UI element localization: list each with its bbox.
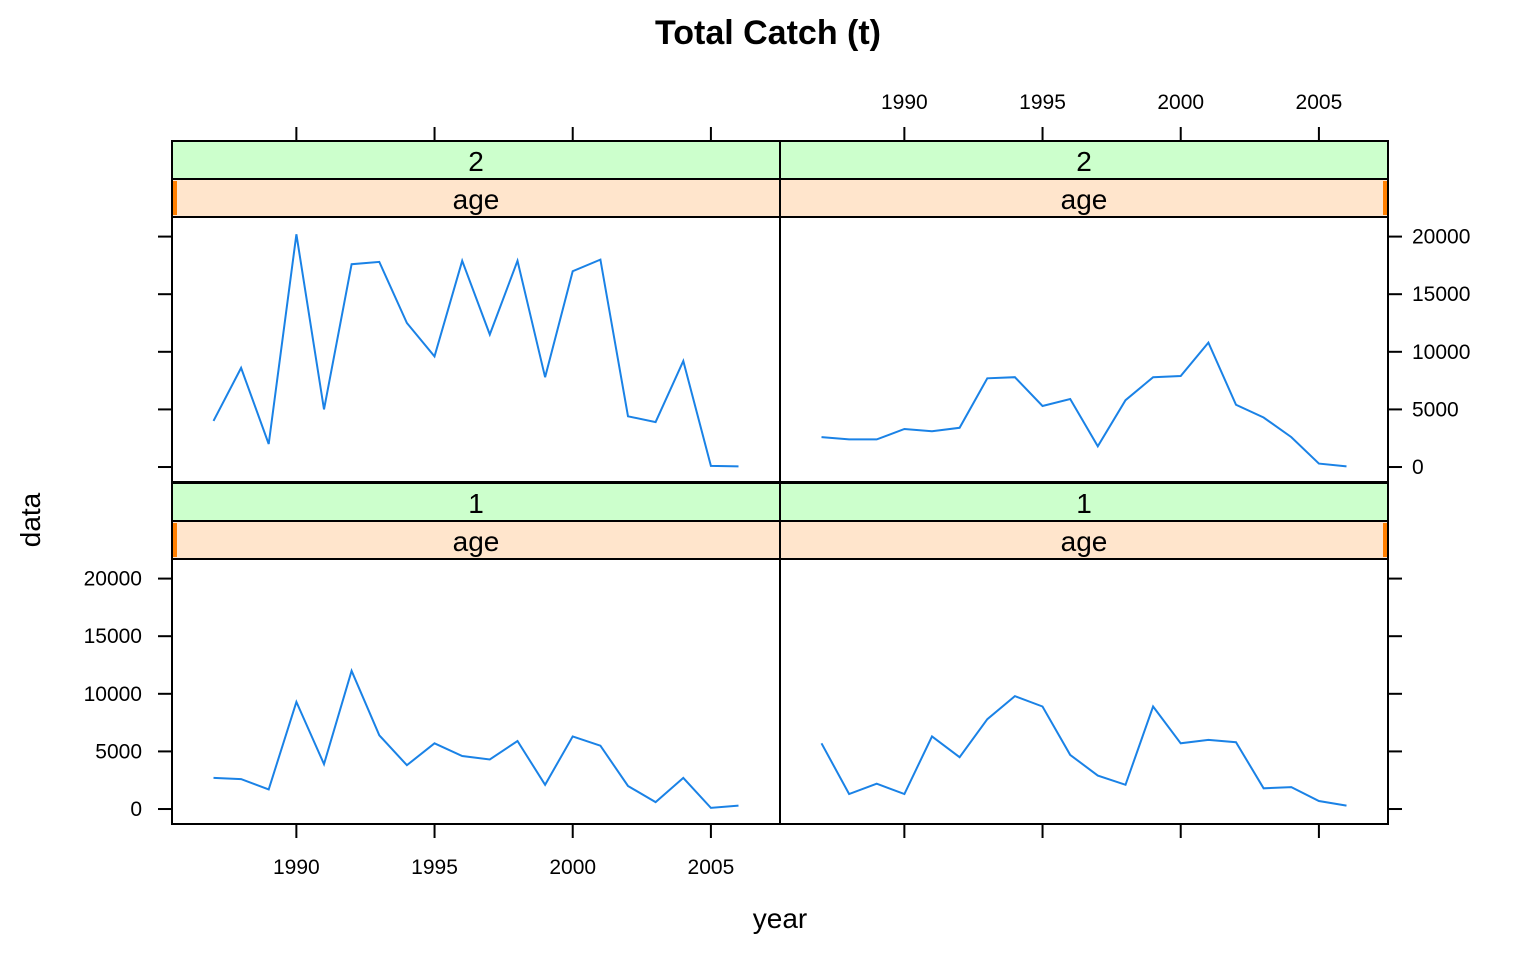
x-tick-label: 1990 (881, 91, 928, 114)
strip-factor-1 (171, 178, 781, 218)
y-tick-label: 5000 (1412, 398, 1459, 421)
x-tick-label: 2000 (1157, 91, 1204, 114)
panel-frame-1 (171, 216, 781, 483)
series-line-4 (820, 694, 1347, 807)
strip-level-1 (171, 140, 781, 180)
strip-factor-label-2: age (1061, 184, 1108, 215)
x-axis-label: year (753, 903, 807, 934)
x-tick-label: 1990 (273, 856, 320, 879)
strip-factor-label-3: age (453, 526, 500, 557)
panel-frame-4 (779, 558, 1389, 825)
strip-factor-label-4: age (1061, 526, 1108, 557)
y-tick-label: 10000 (84, 683, 142, 706)
x-tick-label: 2000 (549, 856, 596, 879)
strip-marker-2 (1383, 181, 1387, 215)
y-tick-label: 0 (130, 798, 142, 821)
x-tick-label: 2005 (688, 856, 735, 879)
y-tick-label: 15000 (84, 625, 142, 648)
x-tick-label: 1995 (411, 856, 458, 879)
axes: 1990 1995 2000 2005 1990 1995 2000 2005 0 0 5000 50… (84, 91, 1471, 879)
strip-level-4 (779, 482, 1389, 522)
series-line-2 (821, 340, 1347, 468)
panel-2: 2 age (779, 140, 1389, 483)
y-tick-label: 20000 (84, 568, 142, 591)
strip-level-label-2: 2 (1076, 146, 1092, 177)
strip-level-label-3: 1 (468, 488, 484, 519)
strip-marker-3 (173, 523, 177, 557)
strip-factor-3 (171, 520, 781, 560)
strip-factor-label-1: age (453, 184, 500, 215)
series-line-3 (213, 667, 739, 809)
y-tick-label: 15000 (1412, 283, 1470, 306)
panels-layer: 2 age 2 age 1 age 1 age 1990 1995 2000 2005 1990 1995… (84, 91, 1471, 879)
strip-factor-4 (779, 520, 1389, 560)
panel-1: 2 age (171, 140, 781, 483)
chart-title: Total Catch (t) (655, 14, 881, 52)
strip-level-label-4: 1 (1076, 488, 1092, 519)
y-axis-label: data (15, 492, 46, 547)
strip-factor-2 (779, 178, 1389, 218)
y-tick-label: 5000 (95, 740, 142, 763)
y-tick-label: 0 (1412, 456, 1424, 479)
series-line-1 (212, 234, 739, 468)
y-tick-label: 10000 (1412, 341, 1470, 364)
y-tick-label: 20000 (1412, 226, 1470, 249)
x-tick-label: 1995 (1019, 91, 1066, 114)
panel-4: 1 age (779, 482, 1389, 825)
strip-level-label-1: 2 (468, 146, 484, 177)
x-tick-label: 2005 (1296, 91, 1343, 114)
panel-3: 1 age (171, 482, 781, 825)
strip-marker-1 (173, 181, 177, 215)
strip-marker-4 (1383, 523, 1387, 557)
